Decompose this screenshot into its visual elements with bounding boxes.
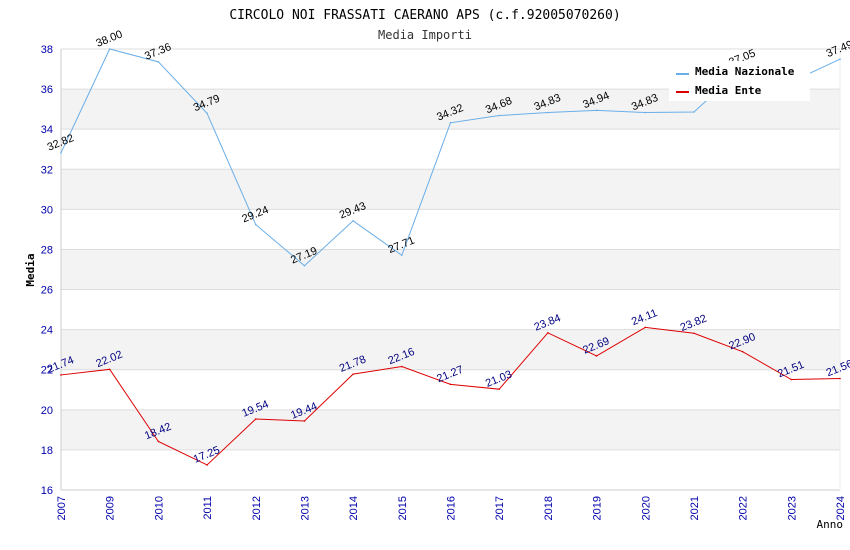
data-point bbox=[254, 223, 257, 226]
data-point bbox=[693, 332, 695, 335]
x-tick-label: 2014 bbox=[348, 496, 360, 520]
y-tick-label: 24 bbox=[41, 325, 53, 337]
x-tick-label: 2023 bbox=[786, 496, 798, 520]
x-axis-title: Anno bbox=[817, 518, 844, 531]
data-label: 37.36 bbox=[143, 41, 173, 62]
data-label: 24.11 bbox=[630, 307, 659, 328]
x-tick-label: 2021 bbox=[689, 496, 701, 520]
y-axis-ticks: 16 18 20 22 24 26 28 30 32 34 36 38 bbox=[41, 44, 53, 497]
y-tick-label: 30 bbox=[41, 204, 53, 216]
data-point bbox=[839, 58, 841, 61]
data-label: 21.03 bbox=[484, 369, 514, 390]
data-point bbox=[644, 326, 647, 329]
x-tick-label: 2015 bbox=[397, 496, 409, 520]
grid-band bbox=[61, 329, 840, 370]
grid-band bbox=[61, 169, 840, 210]
chart-subtitle: Media Importi bbox=[378, 28, 472, 42]
data-point bbox=[595, 109, 598, 112]
y-tick-label: 32 bbox=[41, 164, 53, 176]
data-point bbox=[790, 378, 793, 381]
data-point bbox=[547, 111, 549, 114]
data-point bbox=[839, 377, 841, 380]
x-tick-label: 2020 bbox=[640, 496, 652, 520]
y-tick-label: 38 bbox=[41, 44, 53, 56]
data-point bbox=[157, 61, 160, 63]
data-point bbox=[157, 440, 160, 443]
y-tick-label: 36 bbox=[41, 84, 53, 96]
x-tick-label: 2017 bbox=[494, 496, 506, 520]
data-point bbox=[108, 368, 111, 371]
x-tick-label: 2022 bbox=[738, 496, 750, 520]
y-tick-label: 34 bbox=[41, 124, 53, 136]
x-axis-ticks: 2007 2009 2010 2011 2012 2013 2014 2015 2016 2017… bbox=[56, 496, 847, 520]
data-point bbox=[254, 418, 257, 420]
data-point bbox=[498, 114, 500, 117]
y-tick-label: 26 bbox=[41, 285, 53, 297]
grid-band bbox=[61, 409, 840, 450]
y-axis-title: Media bbox=[24, 253, 37, 286]
x-tick-label: 2009 bbox=[105, 496, 117, 520]
x-tick-label: 2007 bbox=[56, 496, 68, 520]
data-point bbox=[644, 111, 647, 114]
x-tick-label: 2013 bbox=[299, 496, 311, 520]
grid-band bbox=[61, 249, 840, 290]
data-point bbox=[60, 152, 62, 154]
data-point bbox=[401, 365, 403, 368]
legend-label-media-ente: Media Ente bbox=[695, 84, 762, 97]
axes bbox=[60, 49, 841, 491]
data-point bbox=[693, 111, 695, 113]
y-tick-label: 18 bbox=[41, 445, 53, 457]
data-point bbox=[595, 355, 598, 357]
legend-label-media-nazionale: Media Nazionale bbox=[695, 65, 795, 78]
x-tick-label: 2010 bbox=[153, 496, 165, 520]
legend: Media Nazionale Media Ente bbox=[669, 61, 810, 101]
data-point bbox=[60, 374, 62, 376]
data-label: 38.00 bbox=[94, 28, 124, 49]
x-tick-label: 2019 bbox=[592, 496, 604, 520]
y-tick-label: 28 bbox=[41, 244, 53, 256]
data-point bbox=[352, 219, 354, 222]
y-tick-label: 20 bbox=[41, 405, 53, 417]
data-point bbox=[303, 420, 306, 422]
data-point bbox=[303, 264, 306, 267]
grid-bands bbox=[61, 89, 840, 450]
data-point bbox=[449, 121, 452, 124]
x-tick-label: 2018 bbox=[543, 496, 555, 520]
data-point bbox=[206, 464, 208, 466]
data-label: 37.49 bbox=[825, 39, 850, 60]
x-tick-label: 2024 bbox=[835, 496, 847, 520]
data-point bbox=[498, 388, 500, 390]
y-tick-label: 16 bbox=[41, 485, 53, 497]
x-tick-label: 2012 bbox=[251, 496, 263, 520]
legend-box bbox=[669, 61, 810, 101]
data-point bbox=[547, 332, 549, 334]
data-point bbox=[741, 350, 744, 353]
x-tick-label: 2011 bbox=[202, 496, 214, 520]
data-point bbox=[401, 254, 403, 257]
x-tick-label: 2016 bbox=[446, 496, 458, 520]
data-point bbox=[352, 373, 354, 375]
data-point bbox=[108, 48, 111, 50]
chart-title: CIRCOLO NOI FRASSATI CAERANO APS (c.f.92… bbox=[229, 8, 620, 23]
data-point bbox=[449, 383, 452, 386]
data-point bbox=[206, 112, 208, 115]
y-tick-label: 22 bbox=[41, 365, 53, 377]
